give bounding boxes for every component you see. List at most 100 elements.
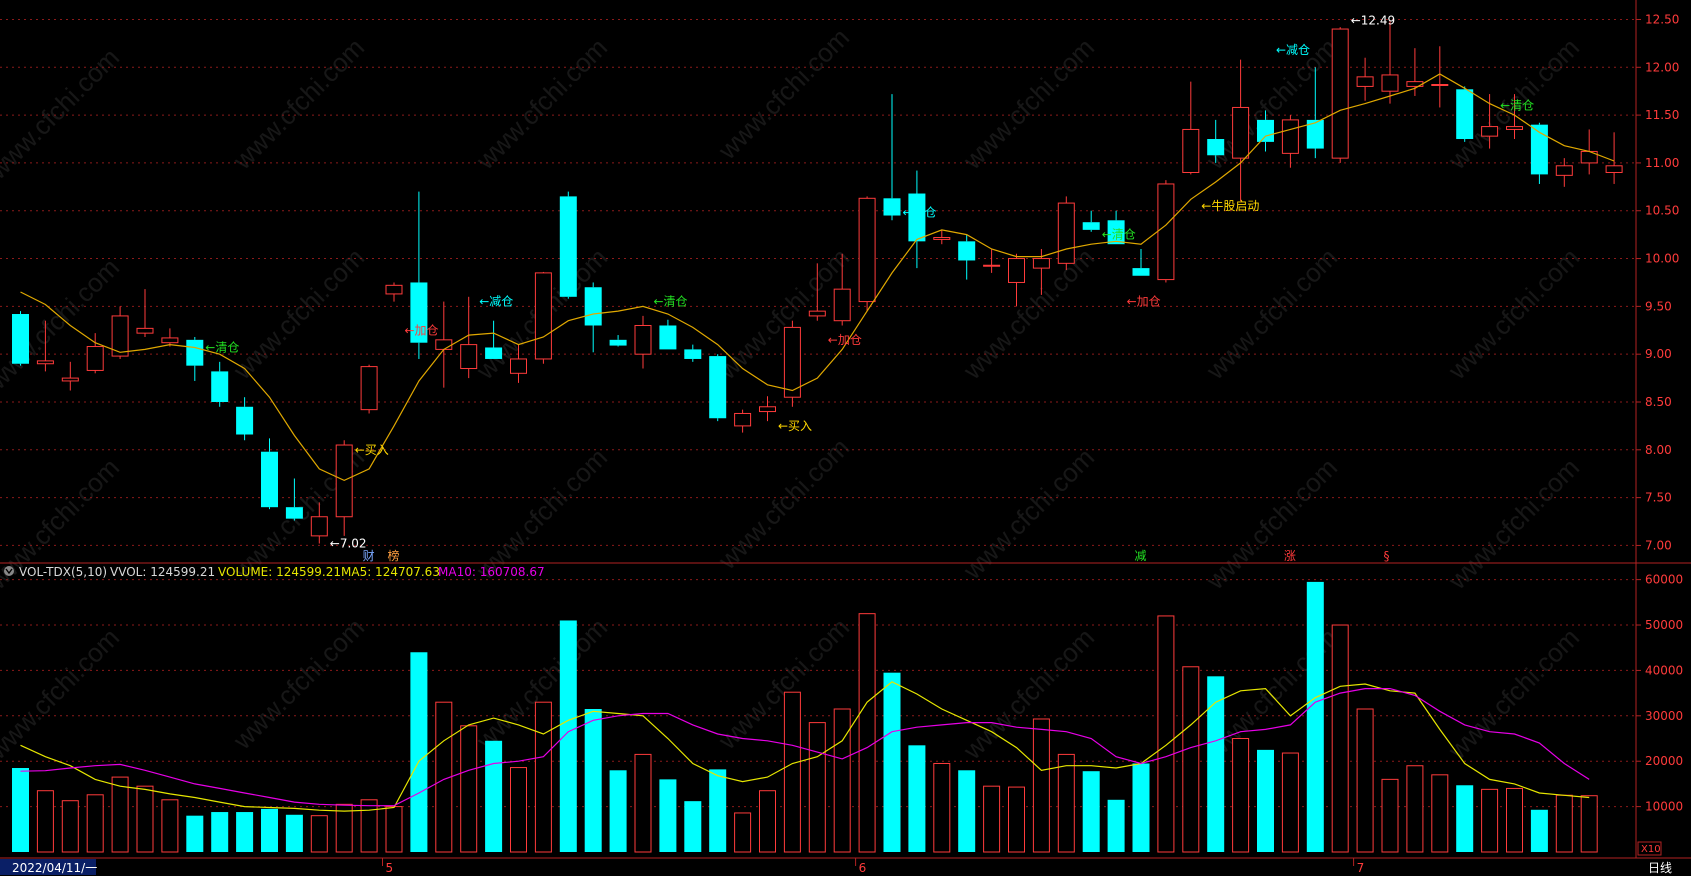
- candle: [858, 196, 876, 312]
- candle-body-down: [659, 325, 677, 350]
- candle-body-down: [12, 314, 29, 364]
- candle-body-down: [1207, 139, 1225, 156]
- candle-body-up: [1605, 165, 1623, 173]
- volume-tick-label: 40000: [1645, 663, 1683, 677]
- candle: [908, 170, 926, 269]
- event-marker[interactable]: 财: [363, 549, 375, 563]
- signal-annotation: ←买入: [778, 419, 812, 433]
- candle-body-down: [410, 282, 428, 343]
- month-tick-label: 5: [386, 861, 394, 875]
- collapse-icon[interactable]: [4, 566, 14, 576]
- signal-annotation: ←加仓: [828, 333, 862, 347]
- volume-bar-up: [61, 800, 79, 853]
- volume-bar-up: [1281, 752, 1299, 853]
- event-marker[interactable]: 榜: [388, 548, 400, 563]
- volume-bar-down: [609, 770, 627, 852]
- price-tick-label: 12.00: [1645, 60, 1679, 74]
- candle: [534, 271, 552, 364]
- candle-body-up: [1232, 106, 1250, 159]
- volume-bar-up: [534, 701, 552, 853]
- candle: [983, 248, 1001, 273]
- candle: [111, 306, 129, 359]
- month-tick-label: 6: [859, 861, 867, 875]
- candle: [1057, 196, 1075, 271]
- price-tick-label: 11.50: [1645, 108, 1679, 122]
- volume-bar-up: [1555, 794, 1573, 853]
- candle-body-up: [136, 327, 154, 334]
- event-marker[interactable]: 减: [1135, 549, 1147, 563]
- candle-body-up: [310, 516, 328, 537]
- candle: [136, 289, 154, 337]
- candle-body-down: [261, 451, 278, 508]
- date-readout-box: [0, 859, 96, 875]
- candle-body-up: [460, 344, 478, 370]
- event-marker[interactable]: 涨: [1284, 548, 1296, 563]
- candle-body-down: [584, 287, 602, 326]
- candle: [261, 438, 278, 510]
- volume-bar-up: [933, 762, 951, 853]
- volume-bar-down: [709, 769, 727, 852]
- signal-annotation: ←加仓: [1127, 295, 1161, 309]
- candle: [1481, 94, 1499, 149]
- candle-body-up: [36, 360, 54, 365]
- candle: [1356, 57, 1374, 101]
- candle-body-up: [1506, 126, 1523, 130]
- volume-bar-down: [485, 740, 503, 852]
- volume-bar-up: [510, 767, 527, 853]
- period-label[interactable]: 日线: [1648, 861, 1672, 875]
- candle: [1605, 132, 1623, 184]
- candle: [385, 282, 403, 302]
- signal-annotation: ←清仓: [205, 340, 239, 354]
- volume-bar-down: [1530, 809, 1548, 852]
- volume-bar-down: [261, 808, 278, 852]
- volume-bar-up: [808, 722, 826, 853]
- candle-body-down: [485, 347, 503, 359]
- candle: [833, 253, 851, 326]
- volume-bar-down: [559, 620, 577, 852]
- candle-body-down: [211, 371, 229, 402]
- volume-bar-up: [86, 794, 104, 853]
- candle: [410, 191, 428, 359]
- volume-tick-label: 30000: [1645, 709, 1683, 723]
- candle: [285, 478, 303, 521]
- volume-bar-down: [1257, 749, 1274, 852]
- volume-bar-up: [460, 725, 478, 853]
- price-grid: [0, 18, 1636, 546]
- price-tick-label: 8.00: [1645, 443, 1672, 457]
- candle-body-down: [1107, 220, 1125, 245]
- candle-body-down: [1456, 89, 1474, 140]
- candle-body-down: [186, 339, 204, 366]
- candle: [759, 396, 776, 422]
- signal-annotation: ←清仓: [654, 295, 688, 309]
- candle-body-down: [958, 241, 976, 261]
- vvol-readout: VVOL: 124599.21: [110, 565, 215, 579]
- candle-body-down: [609, 339, 627, 346]
- candle: [1257, 110, 1274, 152]
- volume-bar-up: [1481, 788, 1499, 853]
- volume-bar-down: [1082, 771, 1100, 852]
- signal-annotation: ←清仓: [1500, 99, 1534, 113]
- candle-body-up: [833, 288, 851, 322]
- candle-body-down: [1132, 268, 1150, 276]
- volume-bar-up: [1157, 615, 1175, 853]
- candle: [709, 354, 727, 422]
- volume-bar-down: [1207, 676, 1225, 852]
- candle: [310, 502, 328, 544]
- candle: [485, 320, 503, 359]
- candle: [460, 296, 478, 379]
- candle-body-up: [983, 264, 1001, 267]
- candlestick-series: [12, 20, 1623, 544]
- volume-bar-up: [1356, 708, 1374, 853]
- volume-bar-down: [908, 745, 926, 852]
- volume-tick-label: 60000: [1645, 573, 1683, 587]
- event-marker[interactable]: §: [1384, 549, 1390, 563]
- price-tick-label: 7.50: [1645, 491, 1672, 505]
- candle: [1157, 180, 1175, 283]
- candle-body-up: [435, 339, 453, 350]
- candle: [933, 229, 951, 245]
- volume-bar-up: [734, 812, 752, 853]
- candle-body-up: [510, 358, 527, 374]
- candle: [1506, 94, 1523, 140]
- volume-bar-up: [111, 776, 129, 853]
